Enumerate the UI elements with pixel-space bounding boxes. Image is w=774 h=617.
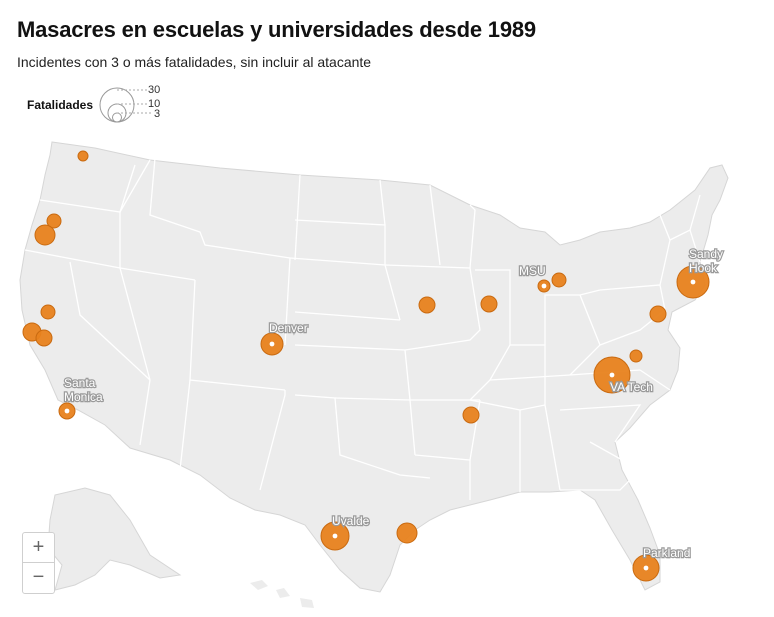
us-map[interactable]: Santa Monica Denver MSU Sandy Hook VA Te… — [0, 130, 774, 617]
bubble-iowa — [418, 296, 436, 314]
label-santa-monica-1: Santa — [64, 376, 96, 390]
bubble-oregon-1 — [46, 213, 62, 229]
bubble-oregon-2 — [34, 224, 56, 246]
bubble-washington — [77, 150, 89, 162]
dot-msu — [541, 283, 547, 289]
label-denver: Denver — [269, 321, 308, 335]
legend-circles — [99, 87, 152, 123]
map-title: Masacres en escuelas y universidades des… — [17, 17, 536, 42]
legend-value-3: 3 — [154, 108, 161, 120]
zoom-out-button[interactable]: − — [23, 562, 54, 592]
legend-label: Fatalidades — [27, 98, 94, 112]
bubble-arkansas — [462, 406, 480, 424]
map-land — [19, 141, 729, 608]
dot-sandy-hook — [690, 279, 696, 285]
label-santa-monica-2: Monica — [64, 390, 103, 404]
legend-value-30: 30 — [148, 84, 161, 96]
label-sandy-hook-2: Hook — [689, 261, 718, 275]
dot-santa-monica — [64, 408, 70, 414]
label-sandy-hook-1: Sandy — [689, 247, 723, 261]
bubble-california-3 — [35, 329, 53, 347]
dot-uvalde — [332, 533, 338, 539]
bubble-california-1 — [40, 304, 56, 320]
dot-denver — [269, 341, 275, 347]
bubble-illinois — [480, 295, 498, 313]
bubble-virginia — [629, 349, 643, 363]
legend-value-10: 10 — [148, 98, 161, 110]
zoom-control: + − — [22, 532, 55, 594]
bubble-pennsylvania — [649, 305, 667, 323]
dot-parkland — [643, 565, 649, 571]
label-va-tech: VA Tech — [610, 380, 653, 394]
map-subtitle: Incidentes con 3 o más fatalidades, sin … — [17, 54, 372, 70]
size-legend: Fatalidades 30 10 3 — [0, 80, 200, 130]
dot-va-tech — [609, 372, 615, 378]
zoom-in-button[interactable]: + — [32, 536, 45, 558]
label-uvalde: Uvalde — [332, 514, 370, 528]
label-parkland: Parkland — [643, 546, 690, 560]
bubble-michigan — [551, 272, 567, 288]
bubble-texas — [396, 522, 418, 544]
incident-bubbles — [22, 150, 710, 582]
labeled-city-dots — [64, 279, 696, 571]
label-msu: MSU — [519, 264, 546, 278]
city-labels: Santa Monica Denver MSU Sandy Hook VA Te… — [63, 246, 724, 561]
